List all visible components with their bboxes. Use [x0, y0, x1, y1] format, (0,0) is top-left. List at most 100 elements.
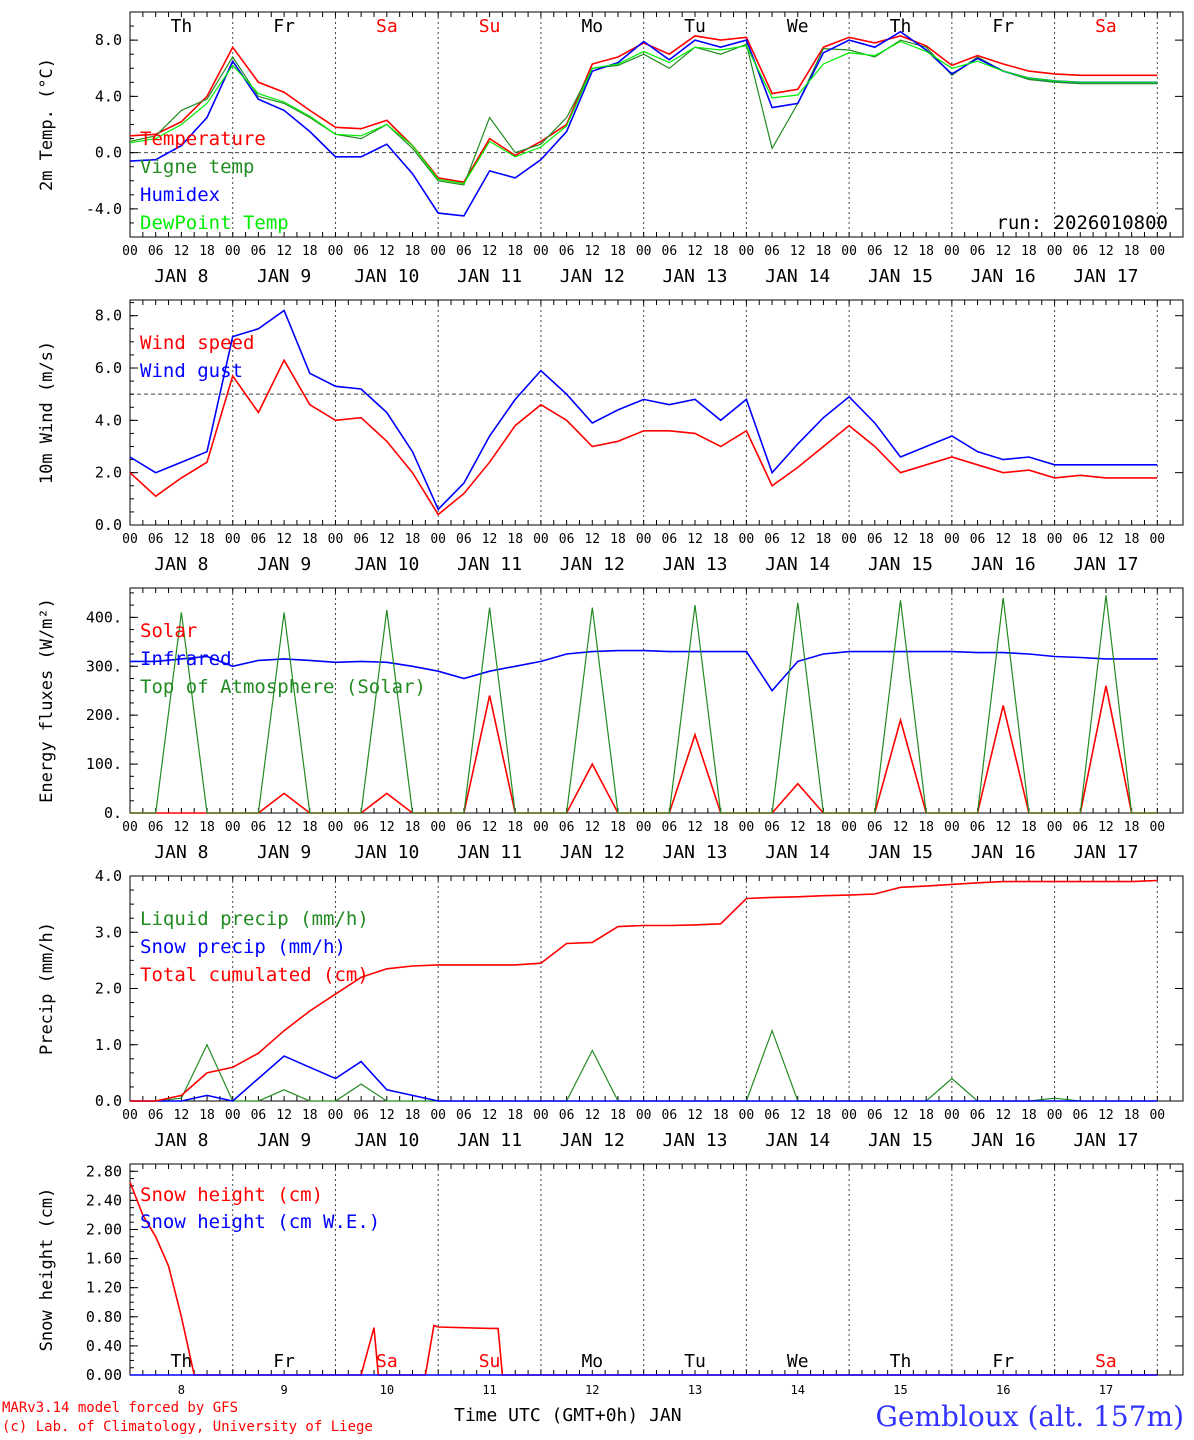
y-tick-label: 2.0: [95, 980, 122, 998]
x-hour-label: 00: [636, 1108, 652, 1123]
day-name: Fr: [992, 16, 1014, 37]
x-hour-label: 18: [1021, 1108, 1037, 1123]
x-hour-label: 12: [276, 244, 292, 259]
x-hour-label: 18: [1021, 244, 1037, 259]
x-hour-label: 06: [353, 1108, 369, 1123]
day-name: Fr: [992, 1351, 1014, 1372]
x-hour-label: 18: [1021, 532, 1037, 547]
x-hour-label: 06: [970, 532, 986, 547]
y-tick-label: 3.0: [95, 923, 122, 941]
panel-4: 0.0 1.0 2.0 3.0 4.0 Precip (mm/h) 00 06 12 18 JAN …: [37, 867, 1184, 1151]
x-hour-label: 12: [482, 1108, 498, 1123]
x-hour-label: 00: [1149, 1108, 1165, 1123]
series-line-3: [130, 879, 1158, 1102]
x-hour-label: 00: [739, 244, 755, 259]
x-day-number: 13: [688, 1383, 702, 1397]
x-hour-label: 06: [456, 820, 472, 835]
x-hour-label: 00: [944, 244, 960, 259]
x-hour-label: 12: [276, 1108, 292, 1123]
x-hour-label: 12: [995, 1108, 1011, 1123]
x-hour-label: 18: [507, 244, 523, 259]
x-hour-label: 06: [148, 532, 164, 547]
x-hour-label: 00: [1047, 532, 1063, 547]
x-hour-label: 06: [662, 532, 678, 547]
day-name: Su: [479, 1351, 501, 1372]
x-hour-label: 12: [174, 532, 190, 547]
legend-entry: Solar: [140, 620, 197, 642]
x-hour-label: 00: [739, 820, 755, 835]
x-hour-label: 06: [251, 1108, 267, 1123]
legend-entry: Liquid precip (mm/h): [140, 908, 369, 930]
x-date-label: JAN 17: [1073, 266, 1138, 287]
x-hour-label: 06: [662, 244, 678, 259]
day-name: Sa: [1095, 16, 1117, 37]
day-name: Th: [171, 16, 193, 37]
x-hour-label: 12: [276, 532, 292, 547]
day-name: Mo: [581, 1351, 603, 1372]
x-date-label: JAN 16: [971, 842, 1036, 863]
x-hour-label: 06: [970, 820, 986, 835]
x-hour-label: 18: [918, 244, 934, 259]
y-tick-label: 1.20: [86, 1279, 122, 1297]
x-hour-label: 00: [328, 820, 344, 835]
x-date-label: JAN 13: [663, 842, 728, 863]
x-hour-label: 12: [687, 820, 703, 835]
day-name: Sa: [1095, 1351, 1117, 1372]
x-hour-label: 18: [1124, 244, 1140, 259]
day-name: We: [787, 1351, 809, 1372]
x-day-number: 15: [893, 1383, 907, 1397]
x-hour-label: 18: [199, 244, 215, 259]
x-hour-label: 06: [764, 820, 780, 835]
x-date-label: JAN 15: [868, 1130, 933, 1151]
footer-credit-2: (c) Lab. of Climatology, University of L…: [2, 1419, 373, 1435]
panel-3: 0. 100. 200. 300. 400. Energy fluxes (W/m²) 00…: [37, 587, 1184, 863]
y-tick-label: 2.80: [86, 1162, 122, 1180]
legend-entry: Humidex: [140, 184, 220, 206]
x-date-label: JAN 10: [354, 266, 419, 287]
y-tick-label: 1.0: [95, 1036, 122, 1054]
y-axis-title: 2m Temp. (°C): [37, 58, 57, 191]
y-axis-title: Energy fluxes (W/m²): [37, 598, 57, 803]
x-hour-label: 12: [995, 244, 1011, 259]
day-name: We: [787, 16, 809, 37]
x-hour-label: 06: [456, 244, 472, 259]
x-date-label: JAN 8: [154, 842, 208, 863]
x-hour-label: 18: [816, 244, 832, 259]
x-date-label: JAN 16: [971, 554, 1036, 575]
x-hour-label: 06: [1072, 244, 1088, 259]
x-hour-label: 18: [918, 1108, 934, 1123]
series-line-1: [129, 1181, 1158, 1376]
x-hour-label: 06: [867, 1108, 883, 1123]
x-hour-label: 06: [559, 1108, 575, 1123]
x-hour-label: 00: [1149, 532, 1165, 547]
x-hour-label: 12: [893, 532, 909, 547]
x-date-label: JAN 8: [154, 1130, 208, 1151]
day-name: Th: [890, 16, 912, 37]
x-hour-label: 00: [636, 532, 652, 547]
x-date-label: JAN 9: [257, 842, 311, 863]
x-hour-label: 12: [379, 244, 395, 259]
x-date-label: JAN 12: [560, 842, 625, 863]
x-hour-label: 00: [533, 532, 549, 547]
y-tick-label: 0.0: [95, 144, 122, 162]
x-date-label: JAN 11: [457, 554, 522, 575]
legend-entry: Temperature: [140, 128, 266, 150]
x-hour-label: 18: [405, 1108, 421, 1123]
x-hour-label: 06: [1072, 532, 1088, 547]
x-hour-label: 12: [790, 1108, 806, 1123]
x-hour-label: 00: [122, 1108, 138, 1123]
x-hour-label: 18: [302, 532, 318, 547]
y-tick-label: 2.00: [86, 1220, 122, 1238]
y-tick-label: 6.0: [95, 359, 122, 377]
x-date-label: JAN 10: [354, 842, 419, 863]
series-line-3: [129, 30, 1158, 217]
x-hour-label: 06: [559, 532, 575, 547]
x-hour-label: 06: [251, 244, 267, 259]
x-hour-label: 00: [225, 244, 241, 259]
x-hour-label: 12: [1098, 244, 1114, 259]
x-hour-label: 00: [1047, 1108, 1063, 1123]
x-date-label: JAN 8: [154, 554, 208, 575]
x-hour-label: 18: [1124, 820, 1140, 835]
x-hour-label: 06: [148, 244, 164, 259]
x-hour-label: 06: [662, 1108, 678, 1123]
